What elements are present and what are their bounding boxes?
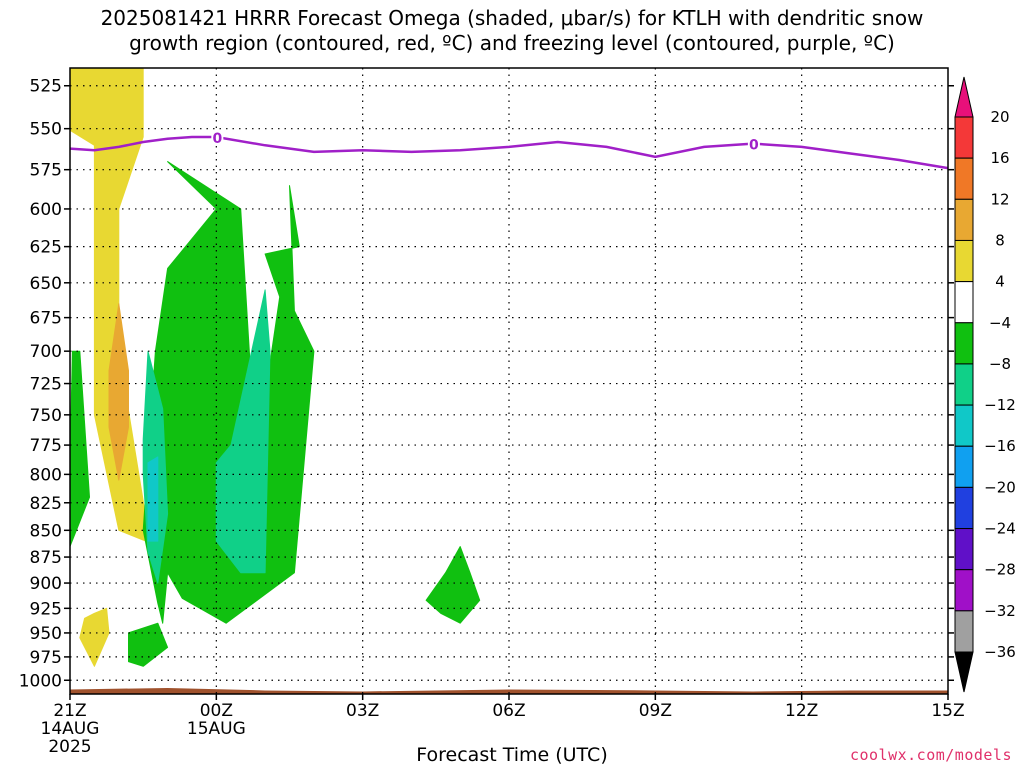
colorbar-box bbox=[954, 322, 974, 365]
x-tick-label: 00Z bbox=[200, 701, 233, 721]
colorbar-tick-label: −4 bbox=[989, 314, 1011, 332]
colorbar-box bbox=[954, 157, 974, 200]
colorbar: 20 16 12 8 4 −4 −8 −12 −16 −20 −24 −28 −32 −36 bbox=[954, 76, 1016, 693]
y-tick-label: 700 bbox=[30, 342, 62, 362]
x-tick-date: 15AUG bbox=[187, 719, 246, 739]
omega-region-4 bbox=[70, 350, 90, 547]
omega-region-1 bbox=[79, 607, 110, 667]
colorbar-tick-label: 16 bbox=[990, 149, 1009, 167]
omega-region-3 bbox=[128, 622, 169, 667]
colorbar-tick-label: −12 bbox=[984, 396, 1016, 414]
y-tick-label: 675 bbox=[30, 309, 62, 329]
omega-region-9 bbox=[425, 546, 481, 624]
colorbar-box bbox=[954, 569, 974, 612]
colorbar-box bbox=[954, 281, 974, 324]
y-tick-label: 900 bbox=[30, 574, 62, 594]
colorbar-box bbox=[954, 486, 974, 530]
omega-shading bbox=[70, 68, 481, 667]
colorbar-box bbox=[954, 404, 974, 447]
colorbar-tick-label: −36 bbox=[984, 643, 1016, 661]
y-tick-label: 650 bbox=[30, 274, 62, 294]
y-tick-label: 625 bbox=[30, 238, 62, 258]
terrain bbox=[70, 687, 948, 694]
y-tick-label: 575 bbox=[30, 161, 62, 181]
colorbar-box bbox=[954, 116, 974, 159]
colorbar-box bbox=[954, 610, 974, 653]
y-tick-label: 850 bbox=[30, 521, 62, 541]
omega-region-2 bbox=[108, 303, 129, 481]
colorbar-tick-label: 20 bbox=[990, 108, 1009, 126]
colorbar-tick-label: −32 bbox=[984, 602, 1016, 620]
x-tick-label: 21Z bbox=[53, 701, 86, 721]
y-tick-label: 600 bbox=[30, 200, 62, 220]
x-tick-label: 06Z bbox=[492, 701, 525, 721]
credit-link[interactable]: coolwx.com/models bbox=[849, 746, 1012, 764]
colorbar-box bbox=[954, 528, 974, 571]
terrain-surface bbox=[70, 687, 948, 694]
y-tick-label: 975 bbox=[30, 648, 62, 668]
grid bbox=[70, 68, 948, 694]
colorbar-tick-label: −20 bbox=[984, 478, 1016, 496]
colorbar-tick-label: 8 bbox=[995, 231, 1005, 249]
colorbar-box bbox=[954, 445, 974, 488]
x-tick-date: 14AUG bbox=[41, 719, 100, 739]
omega-region-7 bbox=[215, 289, 271, 574]
x-tick-year: 2025 bbox=[48, 737, 91, 757]
omega-region-8 bbox=[147, 456, 159, 542]
colorbar-tick-label: 12 bbox=[990, 190, 1009, 208]
y-tick-label: 725 bbox=[30, 375, 62, 395]
y-tick-label: 775 bbox=[30, 436, 62, 456]
colorbar-top-triangle bbox=[954, 76, 974, 118]
colorbar-tick-label: −8 bbox=[989, 355, 1011, 373]
x-tick-label: 09Z bbox=[639, 701, 672, 721]
y-tick-label: 750 bbox=[30, 406, 62, 426]
x-tick-label: 03Z bbox=[346, 701, 379, 721]
colorbar-tick-label: 4 bbox=[995, 273, 1005, 291]
y-tick-label: 525 bbox=[30, 77, 62, 97]
freezing-level-label: 0 bbox=[212, 131, 222, 147]
y-tick-label: 800 bbox=[30, 465, 62, 485]
x-tick-label: 15Z bbox=[931, 701, 964, 721]
colorbar-tick-label: −16 bbox=[984, 437, 1016, 455]
freezing-level-label-bg bbox=[211, 130, 224, 146]
freezing-level-label-bg bbox=[747, 136, 760, 152]
y-tick-label: 550 bbox=[30, 120, 62, 140]
colorbar-box bbox=[954, 363, 974, 406]
chart-title-line2: growth region (contoured, red, ºC) and f… bbox=[129, 31, 895, 55]
y-tick-label: 825 bbox=[30, 494, 62, 514]
omega-region-5 bbox=[142, 161, 315, 624]
colorbar-box bbox=[954, 239, 974, 283]
y-tick-label: 875 bbox=[30, 548, 62, 568]
y-tick-label: 950 bbox=[30, 624, 62, 644]
y-tick-label: 1000 bbox=[19, 671, 62, 691]
y-tick-label: 925 bbox=[30, 599, 62, 619]
freezing-level-line bbox=[69, 135, 949, 170]
y-axis: 525 550 575 600 625 650 675 700 725 750 775 800 825 8… bbox=[19, 77, 954, 691]
chart-title-line1: 2025081421 HRRR Forecast Omega (shaded, … bbox=[100, 6, 924, 30]
colorbar-bottom-triangle bbox=[954, 651, 974, 693]
colorbar-tick-label: −28 bbox=[984, 561, 1016, 579]
colorbar-box bbox=[954, 198, 974, 241]
colorbar-tick-label: −24 bbox=[984, 520, 1016, 538]
x-tick-label: 12Z bbox=[785, 701, 818, 721]
freezing-level-label: 0 bbox=[749, 138, 759, 154]
chart-title: 2025081421 HRRR Forecast Omega (shaded, … bbox=[0, 6, 1024, 56]
x-axis-label: Forecast Time (UTC) bbox=[416, 744, 608, 766]
